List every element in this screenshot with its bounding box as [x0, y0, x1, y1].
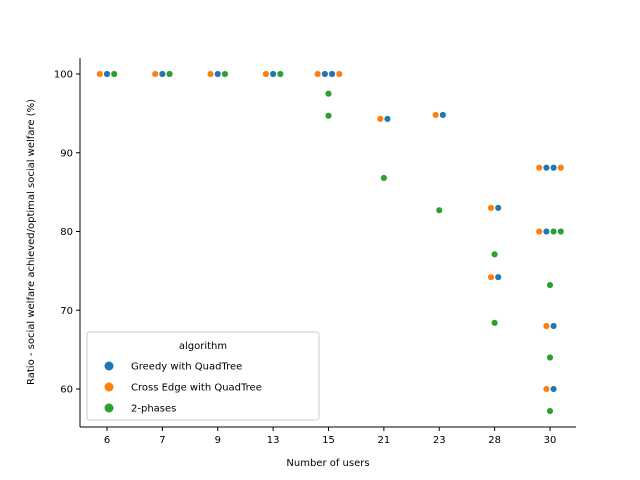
data-point — [221, 70, 229, 78]
x-tick-label: 23 — [433, 435, 446, 446]
data-point — [550, 227, 558, 236]
data-point — [324, 90, 333, 98]
data-point — [542, 385, 550, 393]
y-ticks: 60 70 80 90 100 — [54, 70, 80, 396]
x-tick-label: 9 — [215, 435, 221, 446]
data-point — [435, 206, 443, 214]
legend-box — [86, 331, 320, 421]
data-point — [321, 70, 329, 78]
data-point — [96, 70, 104, 78]
data-point — [546, 353, 554, 362]
legend-label: Greedy with QuadTree — [131, 362, 242, 373]
data-point — [487, 273, 495, 281]
data-point — [335, 70, 343, 78]
legend: algorithm Greedy with QuadTree Cross Edge… — [86, 331, 320, 421]
data-point — [550, 385, 558, 393]
y-tick-label: 60 — [60, 385, 73, 396]
data-points — [96, 70, 565, 415]
data-point — [158, 70, 166, 78]
data-point — [214, 70, 222, 78]
data-point — [494, 204, 502, 212]
x-tick-label: 6 — [104, 435, 110, 446]
data-point — [557, 227, 565, 236]
legend-label: Cross Edge with QuadTree — [131, 383, 262, 394]
data-point — [535, 164, 543, 172]
data-point — [550, 164, 558, 172]
y-axis-label: Ratio - social welfare achieved/optimal … — [26, 99, 37, 385]
data-point — [491, 250, 499, 258]
data-point — [383, 115, 392, 123]
data-point — [110, 70, 118, 78]
data-point — [324, 112, 333, 120]
data-point — [151, 70, 159, 78]
data-point — [207, 70, 215, 78]
y-tick-label: 90 — [60, 148, 73, 159]
x-tick-label: 7 — [159, 435, 165, 446]
data-point — [494, 273, 502, 281]
x-tick-label: 21 — [378, 435, 391, 446]
data-point — [550, 322, 558, 330]
y-tick-label: 100 — [54, 70, 73, 81]
data-point — [557, 164, 565, 172]
y-tick-label: 80 — [60, 227, 73, 238]
x-axis-label: Number of users — [286, 458, 369, 469]
data-point — [432, 111, 440, 119]
legend-label: 2-phases — [131, 404, 176, 415]
data-point — [542, 164, 550, 172]
data-point — [380, 174, 388, 182]
x-tick-label: 15 — [322, 435, 335, 446]
data-point — [276, 70, 284, 78]
data-point — [542, 227, 550, 236]
data-point — [487, 204, 495, 212]
data-point — [262, 70, 270, 78]
x-tick-label: 28 — [488, 435, 501, 446]
data-point — [491, 319, 499, 327]
data-point — [542, 322, 550, 330]
data-point — [439, 111, 447, 119]
data-point — [328, 70, 336, 78]
x-tick-label: 13 — [267, 435, 280, 446]
y-tick-label: 70 — [60, 306, 73, 317]
legend-title: algorithm — [179, 341, 227, 352]
legend-entries: Greedy with QuadTree Cross Edge with Quad… — [104, 361, 262, 415]
data-point — [166, 70, 174, 78]
x-ticks: 6 7 9 13 15 21 23 28 30 — [104, 427, 557, 446]
data-point — [269, 70, 277, 78]
data-point — [535, 227, 543, 236]
legend-marker — [104, 361, 114, 371]
data-point — [103, 70, 111, 78]
legend-marker — [104, 403, 114, 413]
x-tick-label: 30 — [544, 435, 557, 446]
data-point — [314, 70, 322, 78]
data-point — [546, 407, 554, 415]
data-point — [546, 281, 554, 289]
data-point — [376, 115, 384, 123]
legend-marker — [104, 382, 114, 392]
